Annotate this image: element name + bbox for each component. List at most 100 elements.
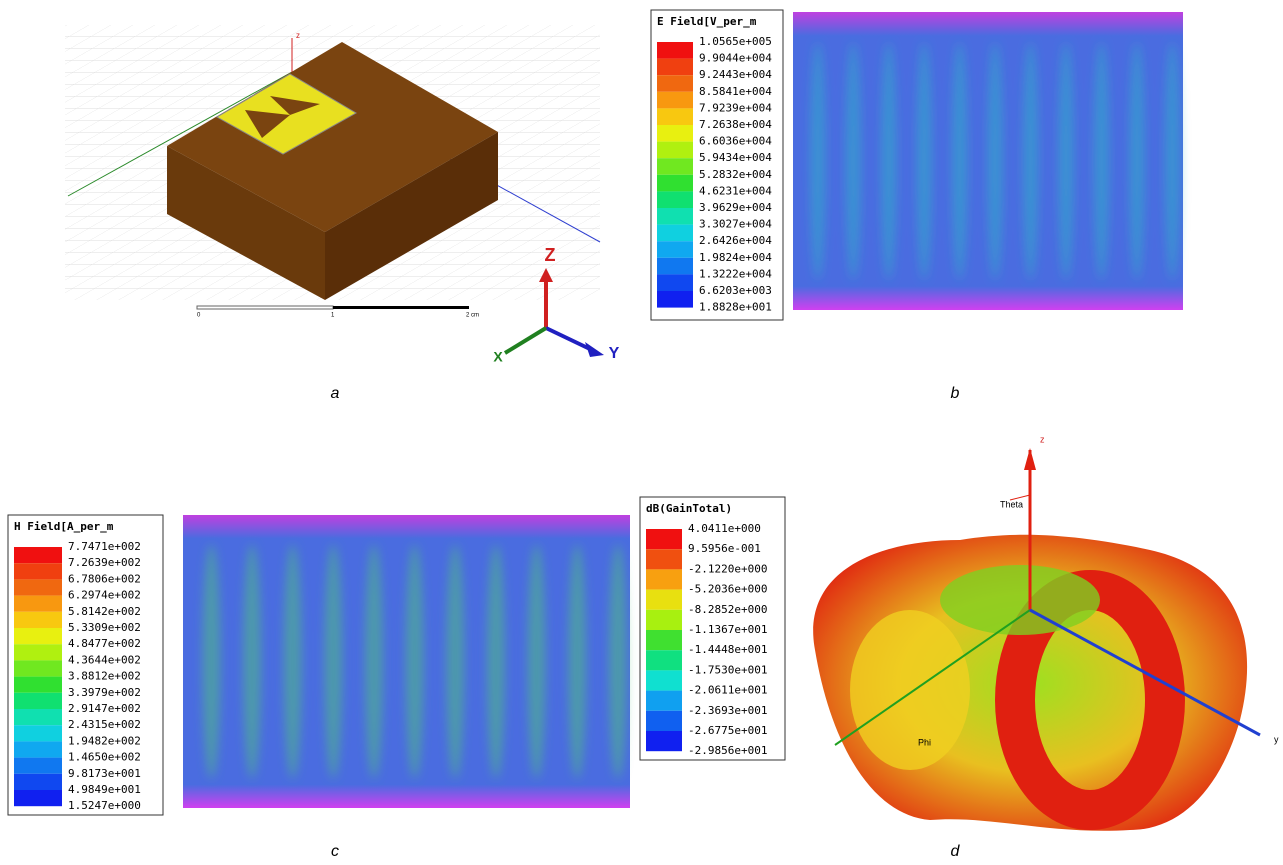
- triad-label: Z: [545, 245, 556, 265]
- triad-y-head: [585, 342, 604, 357]
- legend-swatch: [657, 92, 693, 109]
- legend-entry: -1.4448e+001: [688, 643, 767, 656]
- field-stripe: [987, 42, 1003, 280]
- legend-swatch: [657, 59, 693, 76]
- legend-swatch: [657, 108, 693, 125]
- legend-swatch: [646, 711, 682, 731]
- lobe: [850, 610, 970, 770]
- legend-entry: 5.8142e+002: [68, 605, 141, 618]
- legend-entry: 5.9434e+004: [699, 151, 772, 164]
- legend-entry: 1.5247e+000: [68, 799, 141, 812]
- panel-label: c: [331, 843, 339, 860]
- legend-entry: -2.6775e+001: [688, 724, 767, 737]
- legend-entry: -2.1220e+000: [688, 562, 767, 575]
- legend-entry: 6.7806e+002: [68, 572, 141, 585]
- legend-swatch: [646, 529, 682, 549]
- field-stripe: [881, 42, 897, 280]
- field-stripe: [487, 544, 505, 778]
- legend-entry: 1.8828e+001: [699, 301, 772, 314]
- figure: z 0 1 2 cm Z Y X a b c z Theta Phi y d E…: [0, 0, 1283, 860]
- legend-entry: -2.3693e+001: [688, 704, 767, 717]
- legend-entry: 8.5841e+004: [699, 85, 772, 98]
- legend-title: E Field[V_per_m: [657, 15, 757, 28]
- legend-entry: 5.3309e+002: [68, 621, 141, 634]
- field-stripe: [1094, 42, 1110, 280]
- field-stripe: [810, 42, 826, 280]
- h-field-map: c: [183, 515, 630, 860]
- field-stripe: [1058, 42, 1074, 280]
- legend-entry: 2.4315e+002: [68, 718, 141, 731]
- field-stripe: [284, 544, 302, 778]
- legend-swatch: [14, 725, 62, 741]
- legend-swatch: [646, 549, 682, 569]
- legend-title: H Field[A_per_m: [14, 520, 114, 533]
- field-stripe: [365, 544, 383, 778]
- legend-entry: 6.6036e+004: [699, 135, 772, 148]
- legend: H Field[A_per_m7.7471e+0027.2639e+0026.7…: [8, 515, 163, 815]
- legend-swatch: [646, 731, 682, 751]
- legend-entry: 1.3222e+004: [699, 267, 772, 280]
- axis-label: z: [296, 31, 300, 40]
- legend-entry: 9.9044e+004: [699, 52, 772, 65]
- legend-entry: 7.9239e+004: [699, 101, 772, 114]
- legend-entry: -1.7530e+001: [688, 663, 767, 676]
- field-stripe: [916, 42, 932, 280]
- legend-swatch: [646, 610, 682, 630]
- legend-swatch: [14, 774, 62, 790]
- radiation-pattern: z Theta Phi y d: [813, 434, 1279, 860]
- e-field-map: b: [793, 12, 1183, 402]
- legend-entry: 4.3644e+002: [68, 653, 141, 666]
- z-axis-head: [1024, 448, 1036, 470]
- triad-y: [546, 328, 592, 350]
- page: z 0 1 2 cm Z Y X a b c z Theta Phi y d E…: [0, 0, 1283, 860]
- legend-entry: -5.2036e+000: [688, 583, 767, 596]
- field-stripe: [845, 42, 861, 280]
- legend-swatch: [14, 790, 62, 806]
- scale-bar: [197, 306, 333, 309]
- field-stripe: [1165, 42, 1181, 280]
- legend-swatch: [657, 75, 693, 92]
- field-stripe: [406, 544, 424, 778]
- legend-swatch: [657, 142, 693, 159]
- legend-entry: 3.3979e+002: [68, 686, 141, 699]
- scale-label: 0: [197, 313, 201, 319]
- legend-entry: 4.0411e+000: [688, 522, 761, 535]
- panel-label: d: [951, 843, 961, 860]
- legend-swatch: [657, 125, 693, 142]
- legend: dB(GainTotal)4.0411e+0009.5956e-001-2.12…: [640, 497, 785, 760]
- field-stripe: [952, 42, 968, 280]
- legend: E Field[V_per_m1.0565e+0059.9044e+0049.2…: [651, 10, 783, 320]
- legend-entry: 3.8812e+002: [68, 670, 141, 683]
- legend-swatch: [657, 274, 693, 291]
- legend-entry: 1.9824e+004: [699, 251, 772, 264]
- legend-entry: 7.2638e+004: [699, 118, 772, 131]
- legend-entry: 7.7471e+002: [68, 540, 141, 553]
- legend-swatch: [14, 758, 62, 774]
- axis-label: z: [1040, 434, 1045, 444]
- scale-label: 2 cm: [466, 313, 479, 319]
- legend-swatch: [14, 596, 62, 612]
- axis-label: Phi: [918, 737, 931, 747]
- legend-swatch: [14, 644, 62, 660]
- legend-entry: 1.0565e+005: [699, 35, 772, 48]
- legend-entry: 1.4650e+002: [68, 751, 141, 764]
- legend-swatch: [657, 241, 693, 258]
- panel-a: z 0 1 2 cm Z Y X a: [65, 25, 620, 402]
- legend-swatch: [14, 677, 62, 693]
- legend-entry: 4.9849e+001: [68, 783, 141, 796]
- legend-swatch: [14, 660, 62, 676]
- field-stripe: [528, 544, 546, 778]
- legend-entry: 9.8173e+001: [68, 767, 141, 780]
- legend-entry: 5.2832e+004: [699, 168, 772, 181]
- legend-swatch: [14, 628, 62, 644]
- legend-swatch: [657, 191, 693, 208]
- triad-x: [505, 328, 546, 353]
- field-stripe: [203, 544, 221, 778]
- legend-swatch: [14, 741, 62, 757]
- legend-entry: 6.2974e+002: [68, 589, 141, 602]
- legend-swatch: [657, 291, 693, 308]
- legend-swatch: [14, 709, 62, 725]
- legend-swatch: [657, 225, 693, 242]
- legend-entry: 1.9482e+002: [68, 734, 141, 747]
- triad-label: X: [493, 349, 503, 365]
